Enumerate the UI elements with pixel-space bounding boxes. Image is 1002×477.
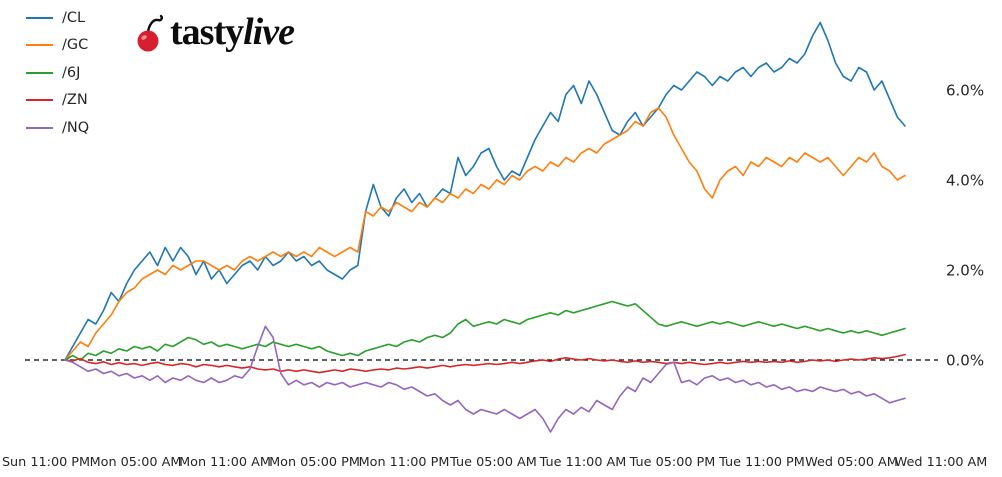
y-tick-label: 2.0% [946, 262, 984, 280]
tastylive-logo: tastylive [134, 8, 295, 56]
x-tick-label: Sun 11:00 PM [2, 455, 90, 470]
legend-item-6J: /6J [26, 59, 89, 87]
cherry-icon [137, 14, 163, 52]
x-tick-label: Tue 11:00 PM [718, 455, 805, 470]
y-tick-label: 4.0% [946, 172, 984, 190]
logo-text-italic: live [243, 11, 295, 53]
legend-item-CL: /CL [26, 4, 89, 32]
legend-swatch [26, 44, 53, 47]
x-tick-label: Tue 11:00 AM [539, 455, 627, 470]
series-line-NQ [64, 325, 906, 433]
legend-swatch [26, 99, 53, 102]
series-line-6J [64, 300, 906, 361]
logo-text-regular: tasty [170, 11, 244, 53]
legend-swatch [26, 126, 53, 129]
legend-item-NQ: /NQ [26, 114, 89, 142]
x-tick-label: Wed 11:00 AM [895, 455, 988, 470]
y-tick-label: 6.0% [946, 82, 984, 100]
logo-wordmark: tastylive [170, 11, 295, 53]
x-tick-label: Mon 05:00 PM [269, 455, 360, 470]
legend-label: /NQ [62, 119, 90, 136]
x-tick-label: Wed 05:00 AM [805, 455, 898, 470]
series-line-GC [64, 107, 906, 361]
x-tick-label: Mon 11:00 PM [359, 455, 450, 470]
legend-swatch [26, 16, 53, 19]
y-tick-label: 0.0% [946, 352, 984, 370]
x-tick-label: Tue 05:00 AM [449, 455, 537, 470]
legend-label: /ZN [62, 92, 88, 108]
legend-label: /6J [62, 64, 81, 81]
x-tick-label: Tue 05:00 PM [629, 455, 716, 470]
legend-label: /GC [62, 37, 89, 53]
legend-item-ZN: /ZN [26, 87, 89, 115]
series-line-CL [64, 21, 906, 361]
chart-legend: /CL/GC/6J/ZN/NQ [26, 4, 89, 142]
x-tick-label: Mon 05:00 AM [90, 455, 182, 470]
series-line-ZN [64, 353, 906, 374]
x-tick-label: Mon 11:00 AM [179, 455, 271, 470]
legend-label: /CL [62, 9, 86, 26]
legend-item-GC: /GC [26, 32, 89, 60]
legend-swatch [26, 71, 53, 74]
